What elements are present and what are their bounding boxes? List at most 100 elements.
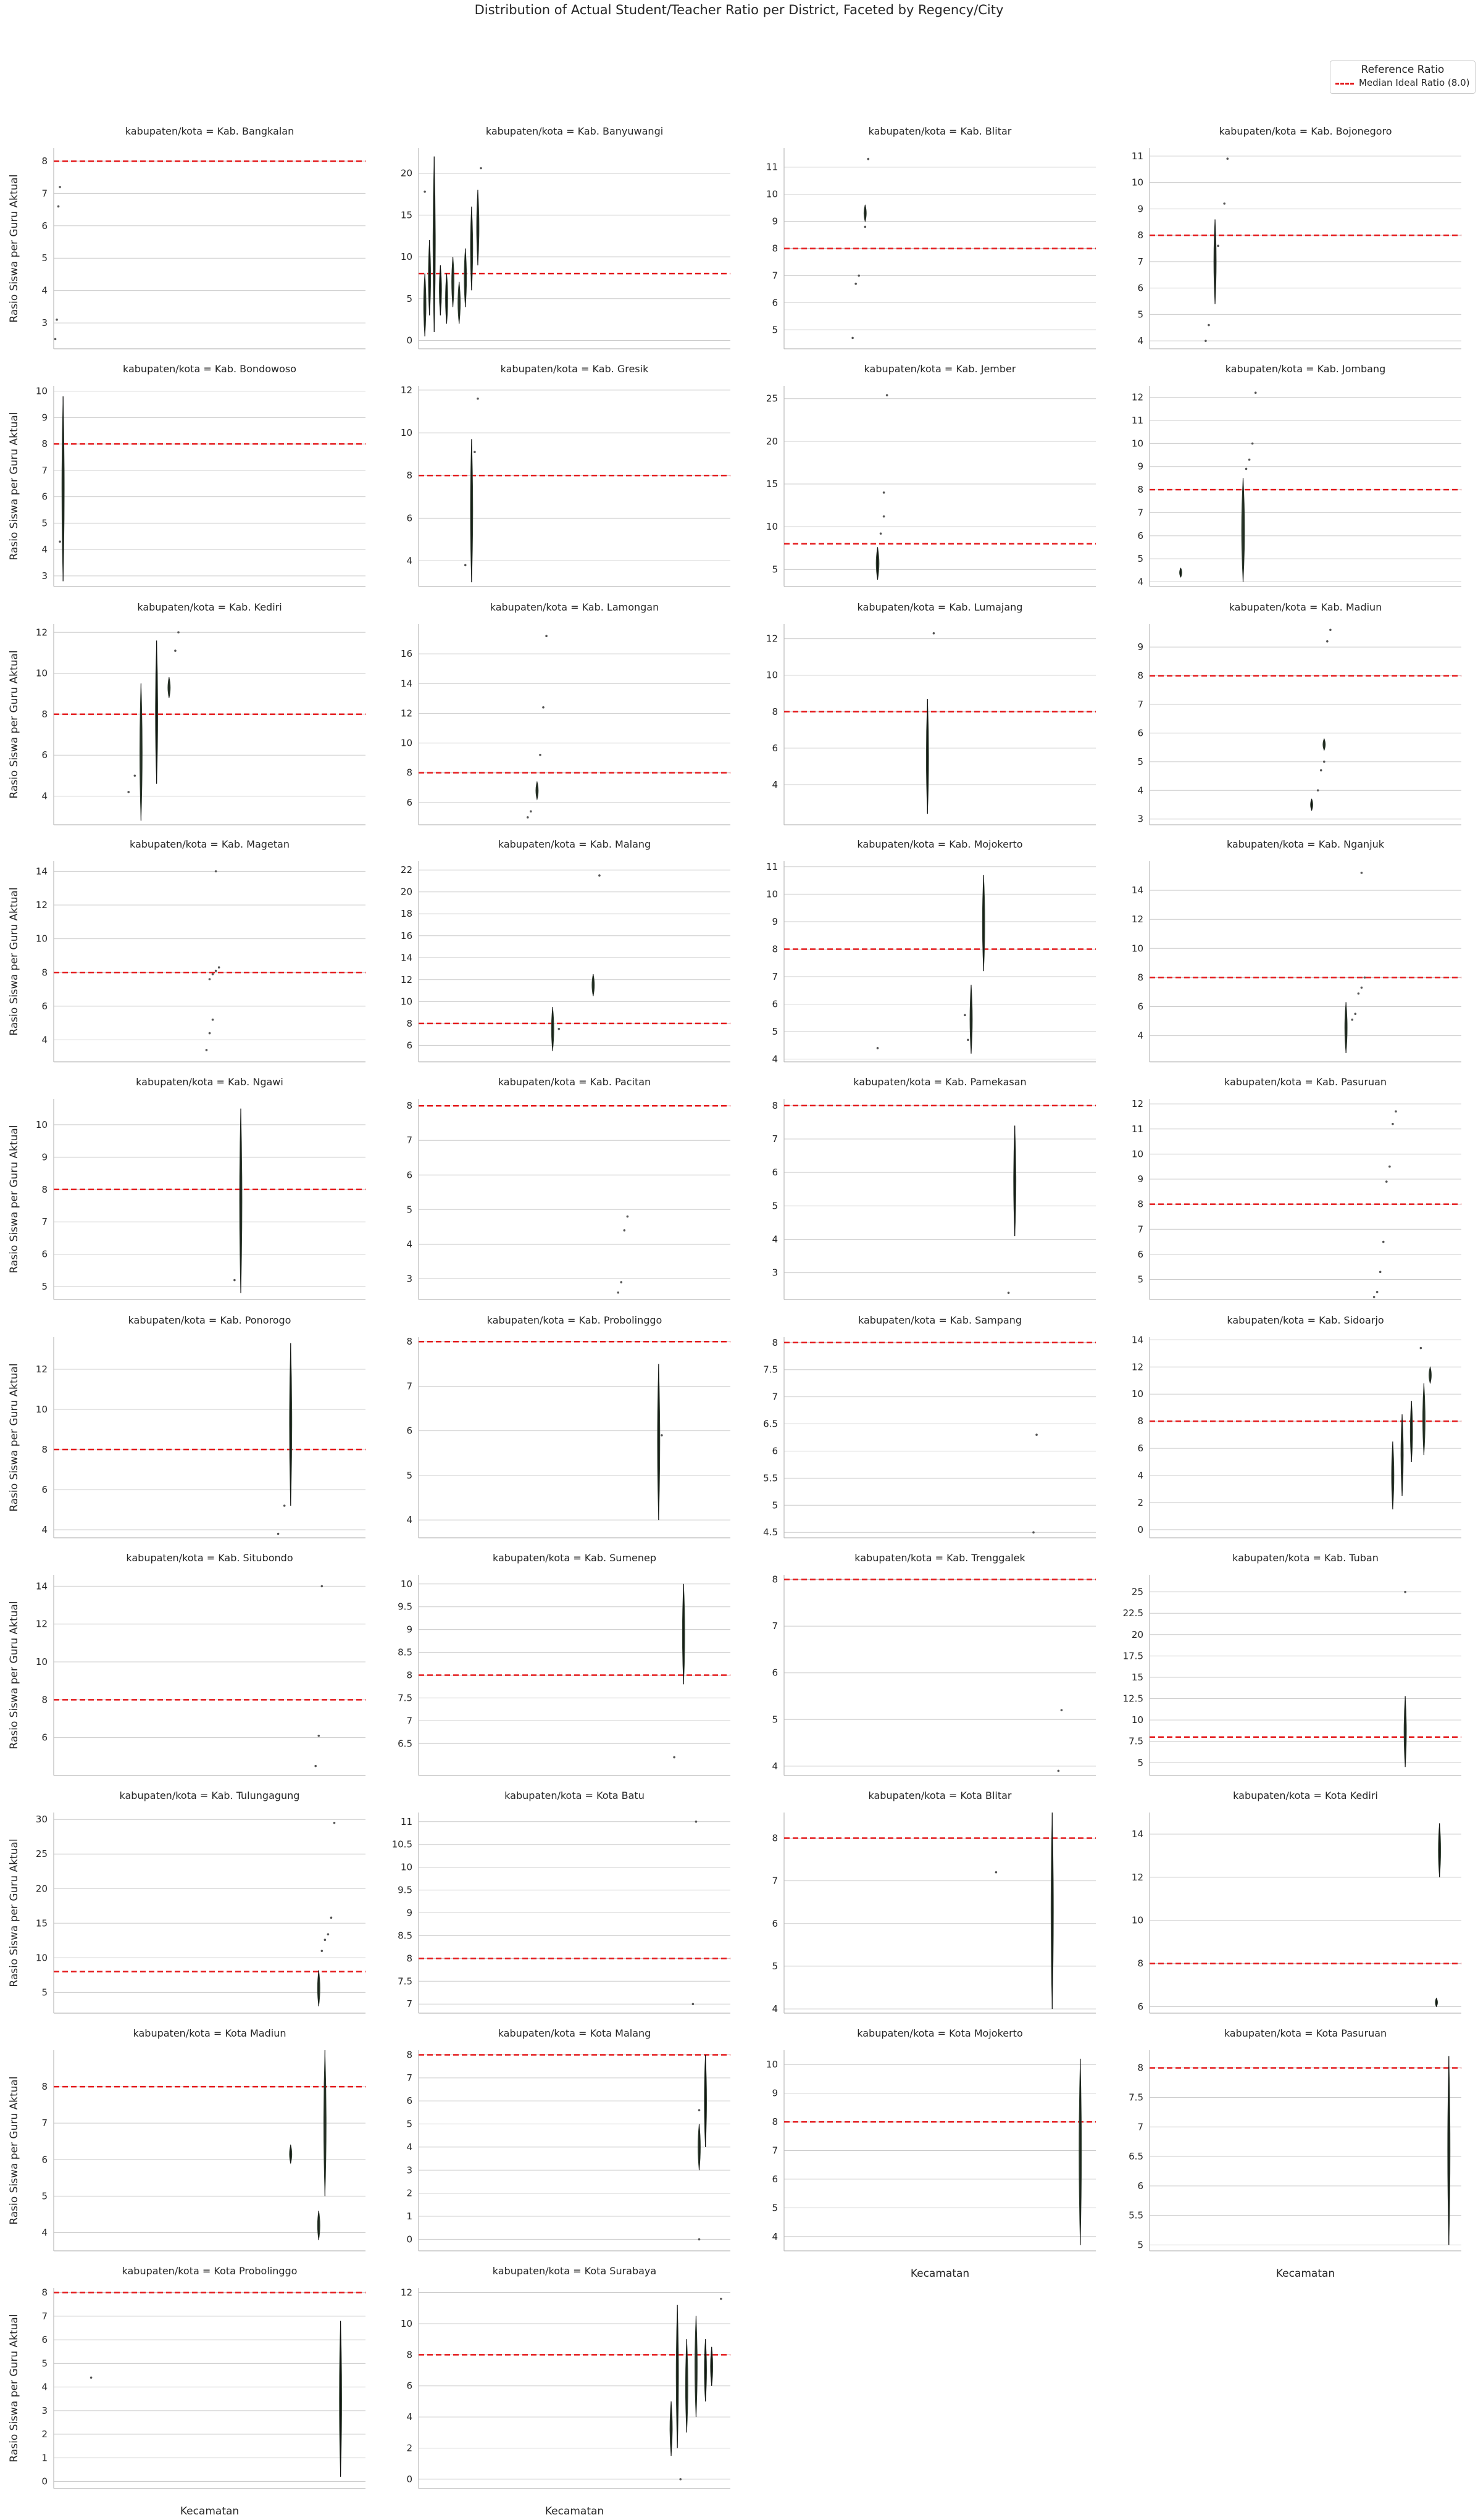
outlier-point — [317, 1734, 320, 1737]
y-tick-label: 10 — [401, 251, 412, 262]
y-tick-label: 10 — [1132, 438, 1143, 449]
y-tick-label: 8 — [1137, 484, 1143, 495]
facet-title: kabupaten/kota = Kota Pasuruan — [1224, 2027, 1387, 2039]
y-tick-label: 8 — [41, 709, 48, 720]
facet-title: kabupaten/kota = Kab. Gresik — [501, 363, 649, 375]
y-tick-label: 9 — [41, 1151, 48, 1162]
y-tick-label: 7 — [406, 1715, 412, 1726]
y-axis-label: Rasio Siswa per Guru Aktual — [8, 1363, 20, 1511]
y-tick-label: 25 — [1132, 1587, 1143, 1598]
y-tick-label: 4 — [1137, 1470, 1143, 1481]
outlier-point — [539, 754, 541, 756]
outlier-point — [54, 338, 57, 341]
facet-title: kabupaten/kota = Kab. Blitar — [869, 125, 1012, 137]
outlier-point — [1360, 872, 1363, 874]
y-tick-label: 16 — [401, 930, 412, 941]
facet-title: kabupaten/kota = Kab. Trenggalek — [854, 1552, 1025, 1564]
y-tick-label: 7 — [41, 2117, 48, 2129]
outlier-point — [1388, 1165, 1391, 1168]
y-tick-label: 12 — [401, 385, 412, 396]
y-tick-label: 16 — [401, 648, 412, 659]
y-tick-label: 5 — [772, 324, 778, 335]
y-tick-label: 5 — [41, 252, 48, 264]
y-tick-label: 7 — [1137, 699, 1143, 710]
y-tick-label: 7.5 — [398, 1692, 412, 1703]
outlier-point — [995, 1871, 998, 1874]
legend-title: Reference Ratio — [1361, 64, 1445, 76]
facet-title: kabupaten/kota = Kab. Ponorogo — [128, 1314, 291, 1326]
outlier-point — [854, 282, 857, 285]
y-tick-label: 8 — [772, 1574, 778, 1585]
y-tick-label: 11 — [1132, 415, 1143, 426]
y-axis-label: Rasio Siswa per Guru Aktual — [8, 2076, 20, 2224]
facet-title: kabupaten/kota = Kab. Jombang — [1225, 363, 1386, 375]
y-tick-label: 12 — [766, 633, 778, 645]
y-tick-label: 12 — [36, 1619, 48, 1630]
outlier-point — [545, 635, 548, 638]
y-axis-label: Rasio Siswa per Guru Aktual — [8, 887, 20, 1035]
y-tick-label: 12 — [1132, 1098, 1143, 1109]
outlier-point — [932, 632, 935, 635]
outlier-point — [1385, 1180, 1388, 1183]
y-tick-label: 7 — [772, 971, 778, 982]
y-tick-label: 7.5 — [398, 1976, 412, 1987]
outlier-point — [1354, 1012, 1357, 1016]
y-tick-label: 4 — [41, 1524, 48, 1535]
y-tick-label: 5 — [772, 1500, 778, 1511]
facet-panel: kabupaten/kota = Kota Kediri 6 8 10 12 14 — [1132, 1790, 1461, 2014]
facet-panel: kabupaten/kota = Kab. Lumajang 4 6 8 10 12 — [766, 601, 1096, 825]
y-tick-label: 11 — [1132, 1124, 1143, 1135]
outlier-point — [557, 1027, 561, 1030]
y-tick-label: 20 — [36, 1883, 48, 1894]
y-tick-label: 8 — [1137, 972, 1143, 983]
y-tick-label: 12 — [1132, 392, 1143, 403]
legend: Reference Ratio Median Ideal Ratio (8.0) — [1330, 60, 1476, 94]
facet-title: kabupaten/kota = Kab. Sampang — [858, 1314, 1022, 1326]
y-tick-label: 8 — [1137, 2063, 1143, 2074]
y-tick-label: 10 — [36, 1404, 48, 1415]
outlier-point — [876, 1046, 879, 1049]
facet-title: kabupaten/kota = Kab. Tuban — [1232, 1552, 1379, 1564]
y-tick-label: 6 — [406, 2095, 412, 2106]
y-tick-label: 22.5 — [1123, 1608, 1143, 1619]
y-tick-label: 10 — [766, 888, 778, 899]
y-tick-label: 7 — [406, 1380, 412, 1391]
y-tick-label: 8 — [1137, 1199, 1143, 1210]
legend-entry-label: Median Ideal Ratio (8.0) — [1359, 77, 1470, 88]
outlier-point — [1254, 391, 1257, 394]
y-tick-label: 10 — [401, 2318, 412, 2329]
facet-panel: kabupaten/kota = Kab. Pasuruan 5 6 7 8 9 10 11 1… — [1132, 1076, 1461, 1300]
facet-panel: kabupaten/kota = Kab. Ngawi 5 6 7 8 9 10 Rasio … — [8, 1076, 365, 1300]
outlier-point — [1226, 157, 1229, 160]
outlier-point — [174, 649, 177, 652]
y-tick-label: 2 — [406, 2442, 412, 2453]
outlier-point — [1404, 1590, 1406, 1593]
facet-panel: kabupaten/kota = Kab. Ponorogo 4 6 8 10 12 Ras… — [8, 1314, 365, 1538]
facet-title: kabupaten/kota = Kab. Bondowoso — [123, 363, 296, 375]
y-tick-label: 5 — [1137, 1274, 1143, 1285]
y-tick-label: 14 — [1132, 1334, 1143, 1345]
outlier-point — [673, 1756, 675, 1759]
facet-title: kabupaten/kota = Kab. Magetan — [130, 838, 290, 850]
y-tick-label: 4 — [1137, 1030, 1143, 1041]
y-tick-label: 6 — [41, 1001, 48, 1012]
y-tick-label: 1 — [406, 2211, 412, 2222]
y-tick-label: 20 — [401, 887, 412, 898]
y-tick-label: 6 — [772, 1667, 778, 1679]
y-tick-label: 14 — [36, 1580, 48, 1592]
y-tick-label: 9 — [772, 916, 778, 927]
y-tick-label: 6 — [406, 1040, 412, 1051]
y-tick-label: 4 — [406, 556, 412, 567]
y-tick-label: 11 — [766, 162, 778, 173]
y-tick-label: 11 — [766, 861, 778, 872]
outlier-point — [1326, 640, 1329, 643]
y-tick-label: 0 — [41, 2476, 48, 2487]
y-tick-label: 8 — [1137, 670, 1143, 682]
facet-panel: kabupaten/kota = Kab. Pamekasan 3 4 5 6 7 8 — [772, 1076, 1096, 1300]
y-tick-label: 9 — [1137, 1174, 1143, 1185]
y-tick-label: 10 — [401, 1579, 412, 1590]
y-tick-label: 4 — [1137, 577, 1143, 588]
outlier-point — [1379, 1270, 1382, 1274]
y-tick-label: 9 — [772, 2088, 778, 2099]
y-tick-label: 4 — [772, 1761, 778, 1772]
